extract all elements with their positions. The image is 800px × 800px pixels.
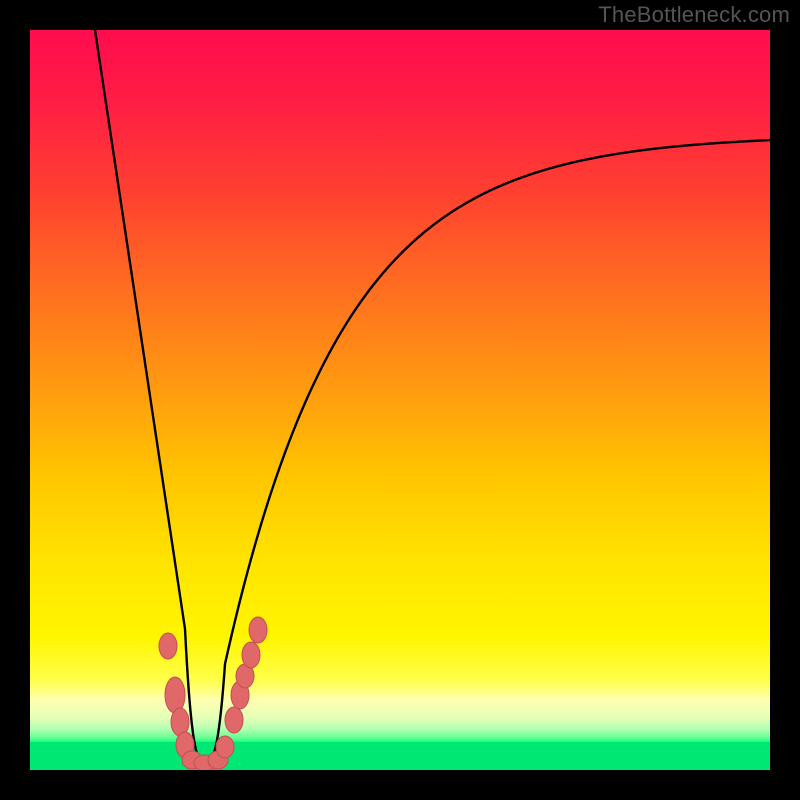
curve-marker — [249, 617, 267, 643]
curve-marker — [159, 633, 177, 659]
chart-stage: TheBottleneck.com — [0, 0, 800, 800]
curve-marker — [165, 677, 185, 713]
watermark-text: TheBottleneck.com — [598, 2, 790, 28]
curve-marker — [242, 642, 260, 668]
chart-svg — [0, 0, 800, 800]
curve-marker — [216, 736, 234, 758]
gradient-background — [30, 30, 770, 770]
curve-marker — [225, 707, 243, 733]
green-band — [30, 742, 770, 770]
